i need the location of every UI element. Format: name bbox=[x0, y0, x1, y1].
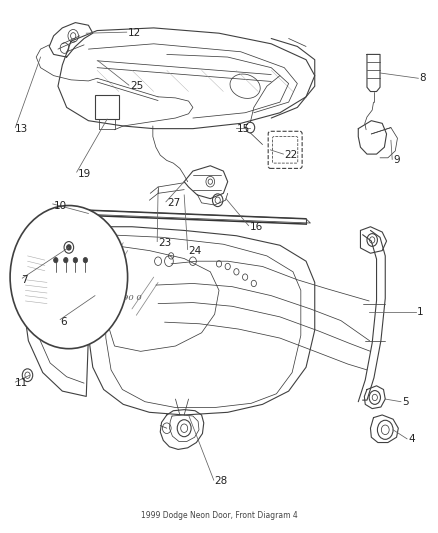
Circle shape bbox=[53, 257, 58, 263]
Text: 11: 11 bbox=[14, 378, 28, 388]
Circle shape bbox=[73, 257, 78, 263]
Text: 16: 16 bbox=[250, 222, 263, 232]
Text: 27: 27 bbox=[167, 198, 180, 208]
Text: 23: 23 bbox=[158, 238, 171, 248]
Circle shape bbox=[10, 206, 127, 349]
Text: 7: 7 bbox=[21, 274, 28, 285]
Text: 15: 15 bbox=[237, 124, 250, 134]
Text: 4: 4 bbox=[408, 434, 415, 444]
Circle shape bbox=[64, 257, 68, 263]
Text: 25: 25 bbox=[130, 81, 143, 91]
Text: 9: 9 bbox=[393, 156, 400, 165]
Text: 1: 1 bbox=[417, 306, 424, 317]
FancyBboxPatch shape bbox=[272, 136, 298, 163]
Text: 10: 10 bbox=[53, 200, 67, 211]
Text: 5: 5 bbox=[402, 397, 408, 407]
Text: 6: 6 bbox=[60, 317, 67, 327]
Circle shape bbox=[67, 245, 71, 250]
Text: 19: 19 bbox=[78, 169, 91, 179]
Text: 28: 28 bbox=[215, 477, 228, 486]
Text: 12: 12 bbox=[127, 28, 141, 38]
Text: 1999 Dodge Neon Door, Front Diagram 4: 1999 Dodge Neon Door, Front Diagram 4 bbox=[141, 511, 297, 520]
FancyBboxPatch shape bbox=[95, 95, 119, 119]
Text: 24: 24 bbox=[188, 246, 202, 256]
Text: 13: 13 bbox=[14, 124, 28, 134]
Text: 22: 22 bbox=[284, 150, 297, 160]
FancyBboxPatch shape bbox=[268, 131, 302, 168]
Circle shape bbox=[83, 257, 88, 263]
Text: 8: 8 bbox=[419, 73, 426, 83]
Text: 90 0: 90 0 bbox=[123, 294, 141, 302]
